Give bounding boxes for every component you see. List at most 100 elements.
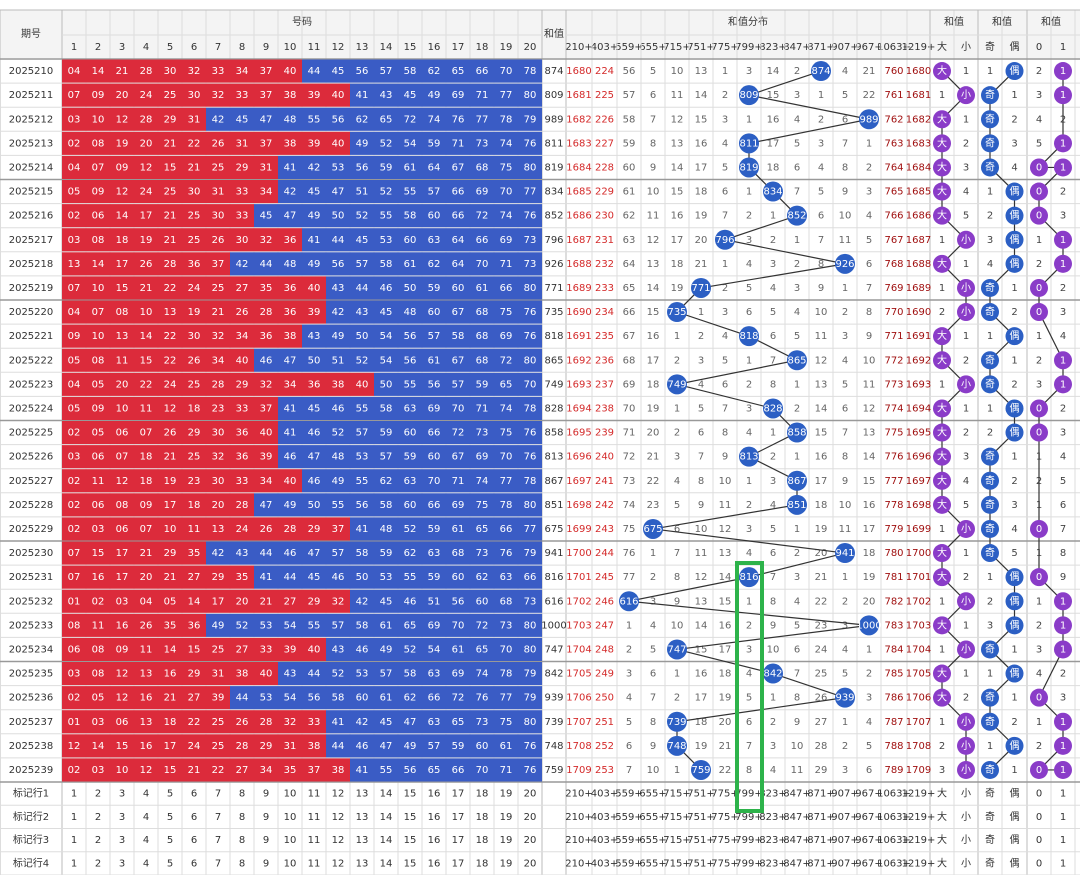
distribution-value: 5 xyxy=(842,90,848,101)
number: 40 xyxy=(332,138,345,149)
side-value: 1 xyxy=(987,187,993,198)
number-cell xyxy=(302,421,326,445)
number: 56 xyxy=(308,693,321,704)
number-cell xyxy=(230,421,254,445)
side-value: 1 xyxy=(939,235,945,246)
number: 40 xyxy=(284,476,297,487)
number-cell xyxy=(302,228,326,252)
number: 07 xyxy=(68,90,81,101)
distribution-value: 3 xyxy=(794,572,800,583)
side-value: 奇 xyxy=(985,160,995,173)
number: 32 xyxy=(188,66,201,77)
number: 76 xyxy=(524,331,537,342)
distribution-value: 6 xyxy=(698,428,704,439)
number: 08 xyxy=(92,644,105,655)
distribution-value: 770 xyxy=(884,307,903,318)
footer-number-label: 2 xyxy=(95,835,101,846)
number: 78 xyxy=(524,403,537,414)
footer-number-label: 20 xyxy=(524,789,537,800)
number-cell xyxy=(254,276,278,300)
distribution-value: 1 xyxy=(770,211,776,222)
number-cell xyxy=(86,180,110,204)
number: 73 xyxy=(524,259,537,270)
distribution-value: 72 xyxy=(623,452,636,463)
distribution-value: 4 xyxy=(626,693,632,704)
period: 2025238 xyxy=(9,741,54,752)
number-cell xyxy=(398,324,422,348)
sum: 735 xyxy=(544,307,563,318)
number: 65 xyxy=(476,644,489,655)
number: 56 xyxy=(332,114,345,125)
number: 28 xyxy=(164,259,177,270)
side-value: 奇 xyxy=(985,474,995,487)
number: 26 xyxy=(236,717,249,728)
distribution-value: 4 xyxy=(770,765,776,776)
number: 64 xyxy=(452,259,465,270)
number: 49 xyxy=(284,500,297,511)
distribution-value: 1687 xyxy=(566,235,591,246)
distribution-value: 239 xyxy=(595,428,614,439)
number: 52 xyxy=(236,620,249,631)
number: 30 xyxy=(212,211,225,222)
number: 05 xyxy=(92,693,105,704)
number: 44 xyxy=(236,693,249,704)
distribution-value: 12 xyxy=(815,355,828,366)
distribution-value: 20 xyxy=(647,428,660,439)
number-cell xyxy=(62,252,86,276)
number: 22 xyxy=(140,379,153,390)
number: 12 xyxy=(140,162,153,173)
number-cell xyxy=(206,131,230,155)
distribution-value: 4 xyxy=(818,162,824,173)
number-cell xyxy=(374,276,398,300)
number: 47 xyxy=(284,355,297,366)
number: 70 xyxy=(500,644,513,655)
side-value: 1 xyxy=(939,644,945,655)
sum: 858 xyxy=(544,428,563,439)
period: 2025221 xyxy=(9,331,54,342)
number: 66 xyxy=(476,66,489,77)
footer-group-label: 1 xyxy=(1060,789,1066,800)
side-value: 1 xyxy=(963,259,969,270)
number: 60 xyxy=(476,741,489,752)
distribution-value: 763 xyxy=(884,138,903,149)
side-value: 2 xyxy=(963,428,969,439)
number: 68 xyxy=(476,162,489,173)
number: 57 xyxy=(356,259,369,270)
number: 34 xyxy=(260,476,273,487)
distribution-value: 2 xyxy=(794,259,800,270)
number-cell xyxy=(134,421,158,445)
distribution-value: 16 xyxy=(695,138,708,149)
number: 61 xyxy=(428,355,441,366)
number-cell xyxy=(302,445,326,469)
side-value: 大 xyxy=(937,160,947,173)
number-cell xyxy=(398,228,422,252)
number: 06 xyxy=(68,644,81,655)
number-cell xyxy=(158,324,182,348)
distribution-value: 3 xyxy=(626,669,632,680)
distribution-value: 1684 xyxy=(906,162,931,173)
sum: 851 xyxy=(544,500,563,511)
side-value: 1 xyxy=(1011,283,1017,294)
number-cell xyxy=(494,83,518,107)
side-value: 4 xyxy=(987,259,993,270)
side-value: 4 xyxy=(1060,331,1066,342)
side-value: 1 xyxy=(1060,717,1066,728)
footer-number-label: 11 xyxy=(308,812,321,823)
number-cell xyxy=(494,228,518,252)
footer-number-label: 2 xyxy=(95,812,101,823)
side-value: 3 xyxy=(987,235,993,246)
number: 25 xyxy=(212,162,225,173)
side-value: 偶 xyxy=(1010,739,1020,752)
number-cell xyxy=(110,180,134,204)
number: 48 xyxy=(404,307,417,318)
number: 76 xyxy=(452,114,465,125)
side-value: 3 xyxy=(1011,500,1017,511)
distribution-value: 1692 xyxy=(566,355,591,366)
number: 76 xyxy=(524,765,537,776)
distribution-value: 1 xyxy=(770,428,776,439)
distribution-value: 8 xyxy=(746,765,752,776)
number: 68 xyxy=(500,596,513,607)
distribution-value: 1 xyxy=(746,476,752,487)
side-value: 2 xyxy=(1060,283,1066,294)
footer-number-label: 7 xyxy=(215,812,221,823)
